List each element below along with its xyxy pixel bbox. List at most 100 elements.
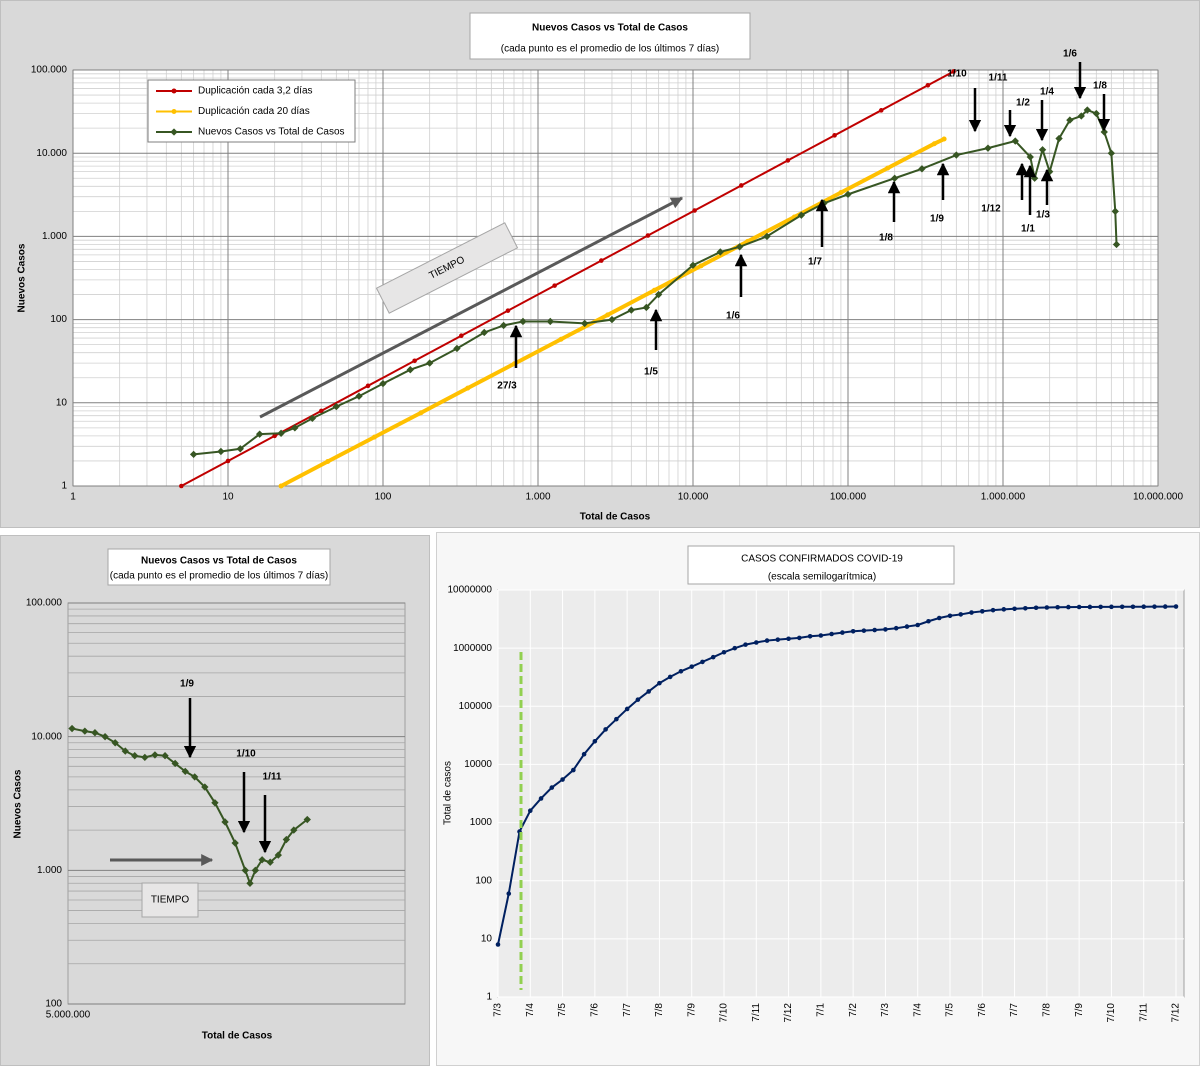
x-tick-label: 100.000 bbox=[830, 492, 867, 503]
arrow bbox=[259, 196, 684, 419]
data-point bbox=[325, 459, 331, 465]
data-point bbox=[1001, 607, 1007, 612]
x-tick-label: 7/4 bbox=[912, 1003, 923, 1017]
data-point bbox=[646, 689, 651, 694]
annotation-label: 1/11 bbox=[989, 73, 1008, 84]
data-point bbox=[191, 773, 199, 781]
data-point bbox=[412, 358, 417, 364]
y-tick-label: 10.000 bbox=[36, 148, 67, 159]
y-tick-label: 100000 bbox=[459, 701, 493, 712]
annotation-label: 1/12 bbox=[981, 204, 1001, 215]
data-point bbox=[499, 321, 508, 330]
data-point bbox=[151, 751, 159, 759]
series-line bbox=[497, 605, 1177, 945]
data-point bbox=[179, 483, 184, 489]
data-point bbox=[721, 649, 727, 655]
y-tick-label: 100.000 bbox=[31, 65, 68, 76]
data-point bbox=[893, 625, 899, 631]
y-tick-label: 10 bbox=[481, 933, 493, 944]
data-point bbox=[255, 430, 264, 438]
y-tick-label: 1 bbox=[486, 992, 492, 1003]
title-box bbox=[687, 545, 955, 585]
data-point bbox=[645, 233, 651, 238]
data-point bbox=[642, 303, 651, 312]
annotation-label: 1/8 bbox=[879, 233, 893, 244]
x-tick-label: 7/8 bbox=[654, 1003, 665, 1017]
data-point bbox=[624, 706, 630, 712]
data-point bbox=[1130, 604, 1136, 610]
data-point bbox=[68, 724, 76, 733]
data-point bbox=[1076, 604, 1082, 610]
data-point bbox=[225, 458, 231, 464]
chart-title: Nuevos Casos vs Total de Casos bbox=[141, 556, 297, 567]
annotation-label: 1/10 bbox=[947, 69, 967, 80]
title-box bbox=[107, 548, 331, 586]
annotation-label: TIEMPO bbox=[151, 895, 190, 906]
legend-marker bbox=[171, 109, 177, 114]
data-point bbox=[546, 317, 554, 326]
data-point bbox=[355, 392, 363, 400]
data-point bbox=[925, 82, 931, 88]
data-point bbox=[1162, 604, 1168, 609]
x-tick-label: 7/6 bbox=[977, 1003, 988, 1017]
x-tick-label: 7/6 bbox=[589, 1003, 600, 1017]
data-point bbox=[872, 627, 877, 633]
y-tick-label: 1.000 bbox=[37, 865, 62, 876]
annotation: TIEMPO bbox=[375, 222, 519, 314]
data-point bbox=[519, 317, 527, 326]
data-point bbox=[371, 434, 377, 440]
annotation-label: 1/10 bbox=[236, 749, 256, 760]
data-point bbox=[667, 674, 673, 680]
data-point bbox=[710, 654, 716, 660]
data-point bbox=[506, 891, 512, 896]
data-point bbox=[161, 752, 169, 760]
data-point bbox=[678, 668, 684, 674]
data-point bbox=[258, 856, 266, 864]
legend-marker bbox=[171, 88, 177, 94]
annotation: 1/5 bbox=[644, 367, 658, 378]
data-point bbox=[379, 379, 387, 388]
data-point bbox=[171, 759, 179, 768]
data-point bbox=[277, 429, 285, 437]
data-point bbox=[251, 866, 260, 875]
annotation-box bbox=[375, 222, 519, 314]
data-point bbox=[571, 767, 576, 773]
x-tick-label: 7/12 bbox=[783, 1003, 794, 1023]
data-point bbox=[1012, 606, 1017, 612]
data-point bbox=[689, 261, 697, 269]
title-box bbox=[469, 12, 751, 60]
annotation: 1/2 bbox=[1016, 98, 1030, 109]
data-point bbox=[735, 243, 744, 251]
data-point bbox=[979, 609, 985, 614]
data-point bbox=[692, 208, 697, 213]
data-point bbox=[1055, 604, 1060, 610]
data-point bbox=[753, 640, 759, 645]
x-tick-label: 7/7 bbox=[622, 1003, 633, 1017]
data-point bbox=[332, 402, 341, 411]
x-tick-label: 10.000 bbox=[678, 492, 709, 503]
data-point bbox=[797, 635, 802, 641]
data-point bbox=[931, 141, 937, 147]
annotation: 1/11 bbox=[989, 73, 1008, 84]
data-point bbox=[1026, 153, 1034, 161]
data-point bbox=[829, 631, 834, 637]
annotation-box bbox=[141, 882, 199, 918]
data-point bbox=[319, 408, 324, 414]
data-point bbox=[598, 258, 604, 263]
x-tick-label: 7/9 bbox=[686, 1003, 697, 1017]
y-tick-label: 10.000 bbox=[31, 731, 62, 742]
data-point bbox=[560, 777, 565, 782]
data-point bbox=[947, 613, 953, 619]
x-tick-label: 7/12 bbox=[1171, 1003, 1182, 1023]
x-tick-label: 7/8 bbox=[1041, 1003, 1052, 1017]
data-point bbox=[838, 190, 844, 196]
chart-title: Nuevos Casos vs Total de Casos bbox=[532, 23, 688, 34]
series-line bbox=[180, 70, 955, 487]
x-tick-label: 7/3 bbox=[880, 1003, 891, 1017]
data-point bbox=[627, 306, 635, 314]
chart-subtitle: (cada punto es el promedio de los último… bbox=[110, 571, 328, 582]
chart-title: CASOS CONFIRMADOS COVID-19 bbox=[741, 554, 903, 565]
annotation: 1/8 bbox=[879, 233, 893, 244]
data-point bbox=[844, 190, 852, 199]
x-tick-label: 7/9 bbox=[1074, 1003, 1085, 1017]
